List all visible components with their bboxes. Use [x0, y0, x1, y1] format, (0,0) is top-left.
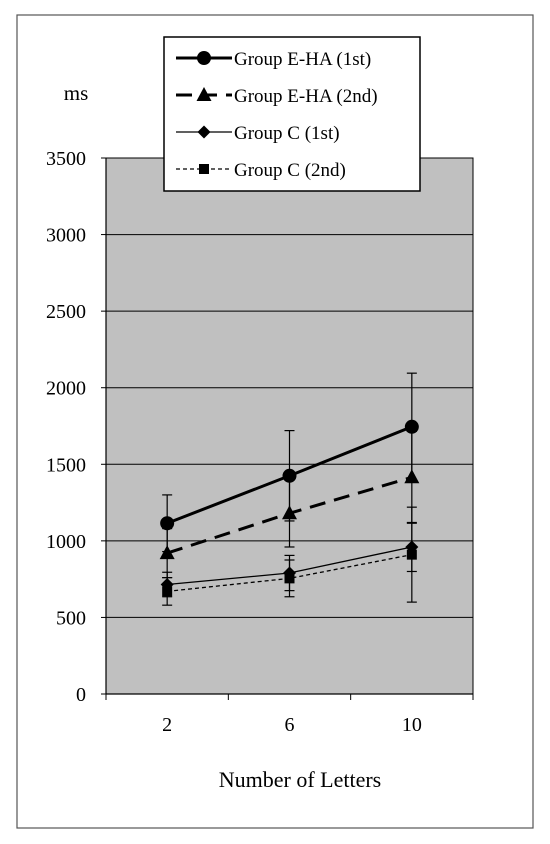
- axes: [105, 158, 474, 700]
- legend-label: Group C (1st): [234, 123, 340, 144]
- y-tick-label: 2000: [46, 378, 86, 400]
- series-4: [162, 506, 417, 606]
- y-tick-label: 3000: [46, 225, 86, 247]
- x-axis-label: Number of Letters: [219, 767, 382, 792]
- x-tick-label: 6: [285, 714, 295, 736]
- y-tick-label: 1500: [46, 454, 86, 476]
- data-point: [159, 545, 175, 560]
- series-layer: [159, 372, 420, 606]
- legend-label: Group C (2nd): [234, 160, 346, 181]
- legend-item: Group E-HA (2nd): [176, 86, 378, 107]
- data-point: [160, 516, 175, 531]
- data-point: [162, 586, 173, 597]
- legend-label: Group E-HA (2nd): [234, 86, 378, 107]
- legend-marker: [196, 87, 212, 101]
- data-point: [406, 549, 417, 560]
- series-line: [167, 554, 412, 593]
- y-tick-label: 2500: [46, 301, 86, 323]
- data-point: [404, 469, 420, 484]
- data-point: [404, 419, 419, 434]
- data-point: [284, 573, 295, 584]
- legend-marker: [197, 125, 211, 139]
- y-tick-label: 1000: [46, 531, 86, 553]
- legend-label: Group E-HA (1st): [234, 49, 371, 70]
- legend-item: Group C (2nd): [176, 160, 346, 181]
- legend-item: Group C (1st): [176, 123, 340, 144]
- y-tick-labels: 0 500 1000 1500 2000 2500 3000 3500: [46, 148, 86, 706]
- y-axis-label: ms: [64, 81, 89, 105]
- series-2: [159, 430, 420, 579]
- legend-item: Group E-HA (1st): [176, 49, 371, 70]
- legend: Group E-HA (1st) Group E-HA (2nd) Group C …: [163, 36, 421, 192]
- y-tick-label: 3500: [46, 148, 86, 170]
- y-tick-label: 0: [76, 684, 86, 706]
- legend-marker: [197, 51, 211, 65]
- legend-marker: [199, 164, 209, 174]
- y-tick-label: 500: [56, 607, 86, 629]
- data-point: [282, 505, 297, 520]
- x-tick-labels: 2 6 10: [162, 714, 422, 736]
- x-tick-label: 10: [402, 714, 422, 736]
- x-tick-label: 2: [162, 714, 172, 736]
